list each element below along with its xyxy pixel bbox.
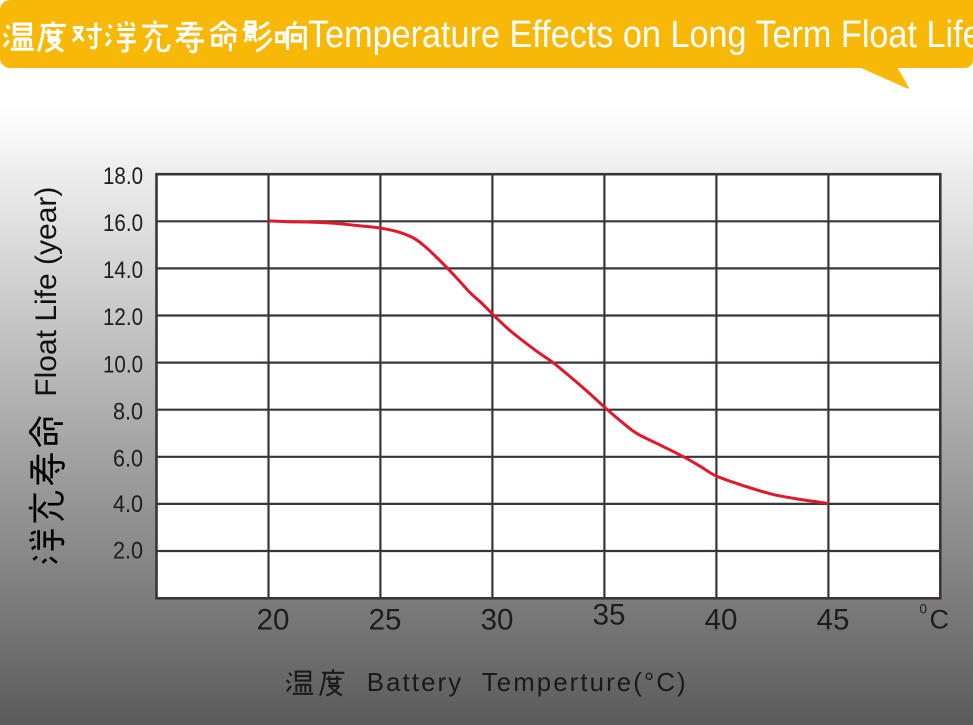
svg-text:12.0: 12.0	[103, 304, 143, 331]
svg-text:10.0: 10.0	[103, 351, 143, 378]
svg-text:30: 30	[481, 604, 514, 637]
svg-text:6.0: 6.0	[113, 446, 143, 473]
svg-text:2.0: 2.0	[113, 538, 143, 565]
svg-text:8.0: 8.0	[113, 398, 143, 425]
svg-text:4.0: 4.0	[113, 491, 143, 518]
svg-text:35: 35	[593, 599, 626, 632]
svg-text:25: 25	[369, 604, 402, 637]
svg-text:40: 40	[705, 604, 738, 637]
svg-text:18.0: 18.0	[103, 163, 143, 190]
svg-text:20: 20	[257, 604, 290, 637]
svg-text:16.0: 16.0	[103, 210, 143, 237]
svg-text:14.0: 14.0	[103, 257, 143, 284]
svg-text:0: 0	[920, 602, 928, 617]
svg-text:45: 45	[817, 604, 850, 637]
svg-text:C: C	[930, 605, 950, 635]
